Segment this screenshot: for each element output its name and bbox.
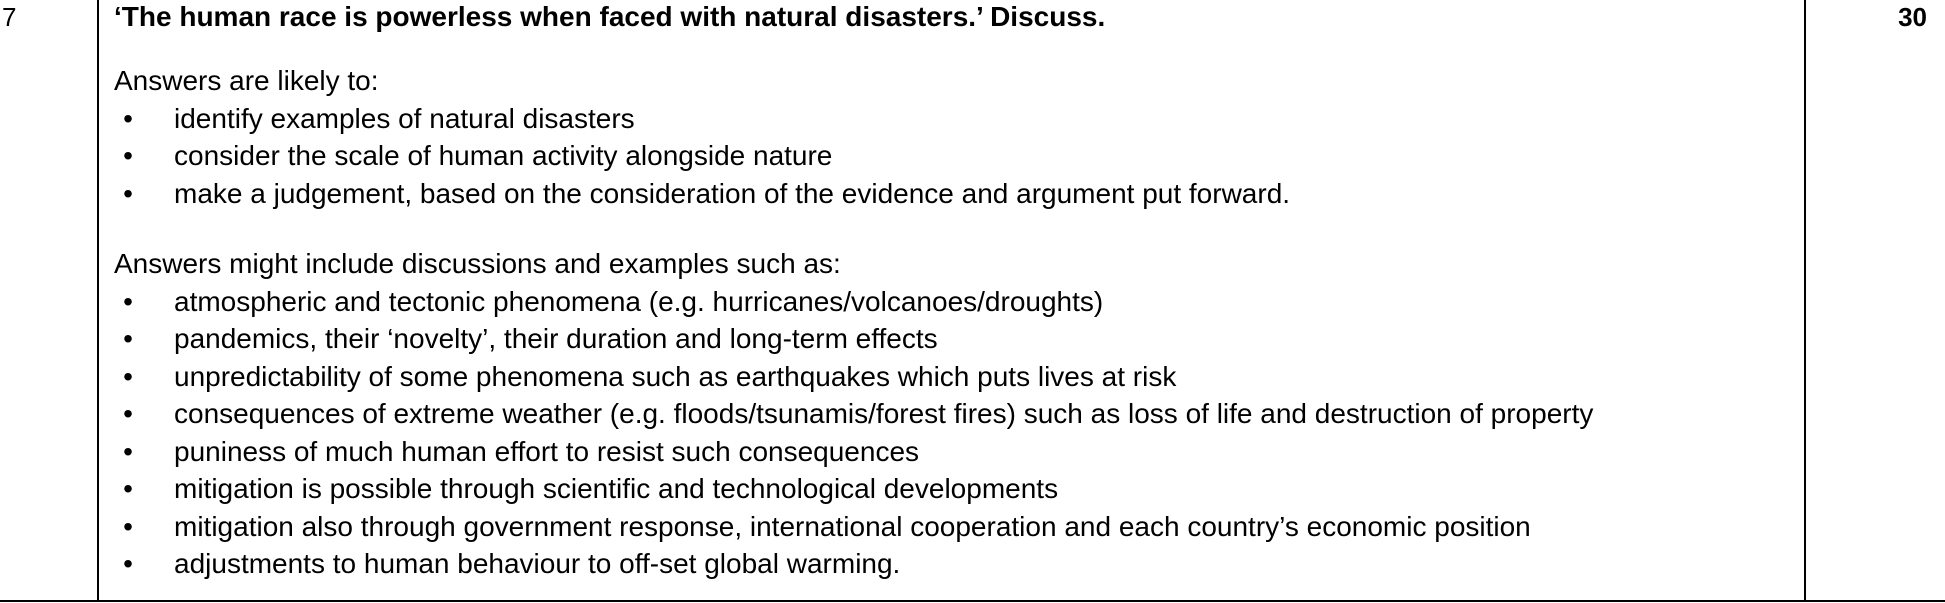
likely-answers-list: • identify examples of natural disasters … [114,100,1794,213]
bullet-icon: • [123,102,133,134]
list-item-text: consequences of extreme weather (e.g. fl… [174,398,1594,429]
list-item: • unpredictability of some phenomena such… [114,358,1794,396]
column-divider-left [97,0,99,602]
list-item-text: adjustments to human behaviour to off-se… [174,548,901,579]
list-item: • consider the scale of human activity al… [114,137,1794,175]
list-item: • mitigation is possible through scientif… [114,470,1794,508]
marks-total: 30 [1898,2,1927,32]
list-item-text: pandemics, their ‘novelty’, their durati… [174,323,938,354]
bullet-icon: • [123,435,133,467]
guidance-cell: ‘The human race is powerless when faced … [114,2,1794,583]
bullet-icon: • [123,360,133,392]
example-answers-list: • atmospheric and tectonic phenomena (e.g… [114,283,1794,583]
bullet-icon: • [123,177,133,209]
table-bottom-border [0,600,1945,602]
list-item-text: atmospheric and tectonic phenomena (e.g.… [174,285,1104,317]
list-item-text: mitigation is possible through scientifi… [174,473,1059,504]
list-item: • identify examples of natural disasters [114,100,1794,138]
column-divider-right [1804,0,1806,602]
list-item: • make a judgement, based on the consider… [114,175,1794,213]
bullet-icon: • [123,548,133,579]
list-item: • adjustments to human behaviour to off-s… [114,545,1794,583]
bullet-icon: • [123,510,133,542]
bullet-icon: • [123,398,133,429]
list-item-text: identify examples of natural disasters [174,102,635,134]
section-intro-likely: Answers are likely to: [114,65,379,96]
list-item: • consequences of extreme weather (e.g. f… [114,395,1794,433]
bullet-icon: • [123,285,133,317]
list-item: • mitigation also through government resp… [114,508,1794,546]
list-item: • pandemics, their ‘novelty’, their durat… [114,320,1794,358]
list-item: • puniness of much human effort to resist… [114,433,1794,471]
list-item-text: consider the scale of human activity alo… [174,140,833,171]
question-number: 7 [2,2,17,32]
list-item-text: puniness of much human effort to resist … [174,435,920,467]
bullet-icon: • [123,323,133,354]
list-item-text: mitigation also through government respo… [174,510,1531,542]
list-item-text: make a judgement, based on the considera… [174,177,1291,209]
question-title: ‘The human race is powerless when faced … [114,1,1106,32]
list-item-text: unpredictability of some phenomena such … [174,360,1177,392]
section-intro-might-include: Answers might include discussions and ex… [114,248,841,279]
list-item: • atmospheric and tectonic phenomena (e.g… [114,283,1794,321]
bullet-icon: • [123,473,133,504]
bullet-icon: • [123,140,133,171]
